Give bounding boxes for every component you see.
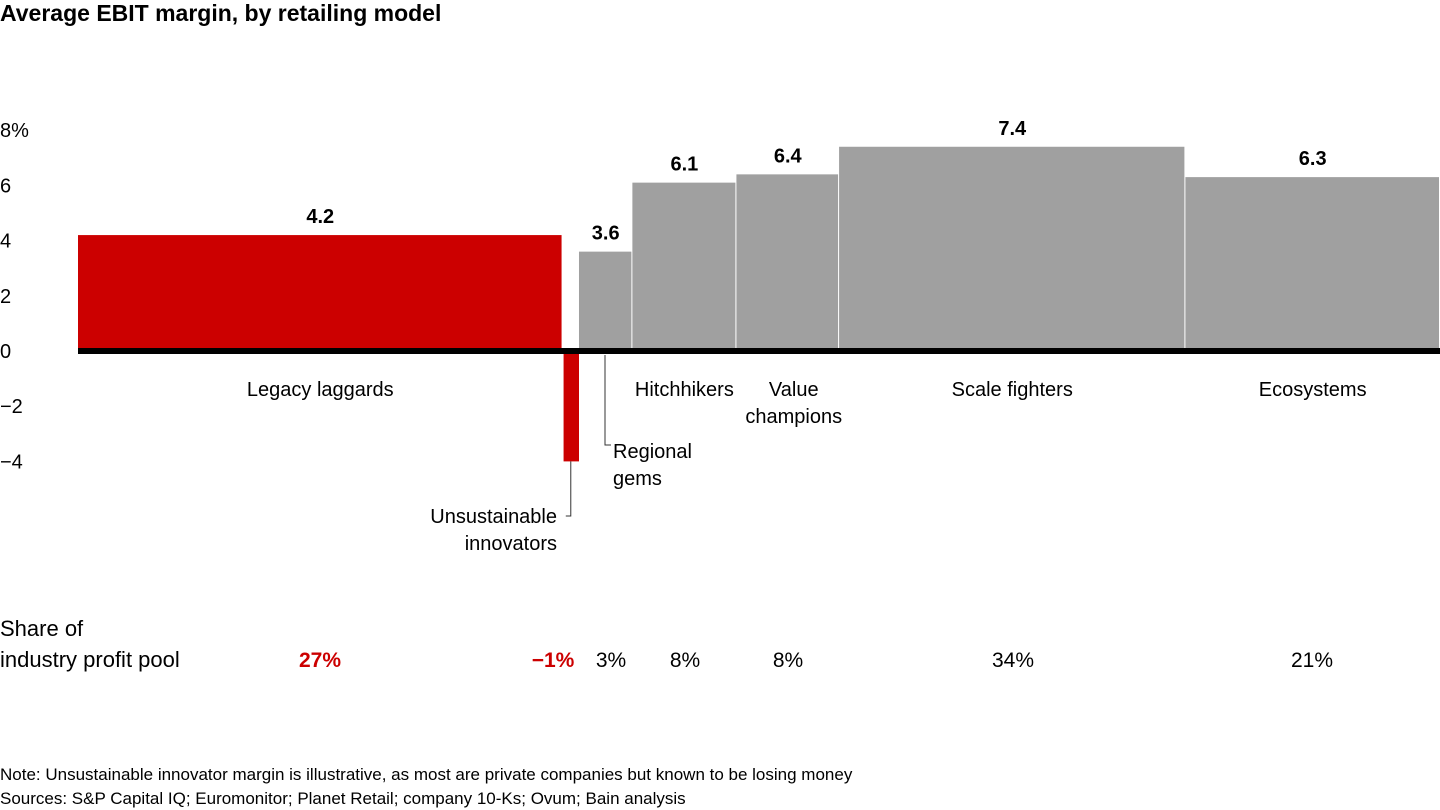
bar-2 xyxy=(578,251,632,351)
sources: Sources: S&P Capital IQ; Euromonitor; Pl… xyxy=(0,789,686,808)
value-label: 4.2 xyxy=(306,206,334,228)
y-tick-label: −4 xyxy=(0,451,23,473)
profit-pool-label: industry profit pool xyxy=(0,647,180,672)
value-label: 3.6 xyxy=(592,223,620,245)
bar-6 xyxy=(1185,177,1439,351)
chart: 8% 6 4 2 0 −2 −4 4.2 3.6 6.1 6.4 7.4 6.3 Legacy lagga… xyxy=(0,118,1440,672)
category-label: Ecosystems xyxy=(1259,379,1367,401)
chart-title: Average EBIT margin, by retailing model xyxy=(0,0,442,26)
category-label: gems xyxy=(613,468,662,490)
y-tick-label: 6 xyxy=(0,175,11,197)
profit-pool-share: 8% xyxy=(670,649,700,672)
value-label: 6.3 xyxy=(1299,148,1327,170)
bar-1 xyxy=(563,351,579,462)
y-tick-label: 0 xyxy=(0,341,11,363)
y-tick-label: 8% xyxy=(0,120,29,142)
profit-pool-share: 8% xyxy=(773,649,803,672)
profit-pool-share: −1% xyxy=(532,649,575,672)
value-label: 6.4 xyxy=(774,145,803,167)
category-label: Scale fighters xyxy=(952,379,1073,401)
profit-pool-label: Share of xyxy=(0,616,84,641)
bar-3 xyxy=(632,182,736,351)
category-label: Hitchhikers xyxy=(635,379,734,401)
category-label: Legacy laggards xyxy=(247,379,394,401)
zero-axis-line xyxy=(78,348,1440,354)
category-label: Unsustainable xyxy=(430,506,557,528)
value-label: 6.1 xyxy=(670,154,698,176)
footnote: Note: Unsustainable innovator margin is … xyxy=(0,765,853,784)
leader-line xyxy=(604,355,611,446)
category-label: Regional xyxy=(613,441,692,463)
profit-pool-share: 27% xyxy=(299,649,341,672)
category-label: champions xyxy=(745,406,842,428)
profit-pool-share: 34% xyxy=(992,649,1034,672)
y-tick-label: 2 xyxy=(0,286,11,308)
bar-4 xyxy=(736,174,839,351)
profit-pool-share: 3% xyxy=(596,649,626,672)
category-label: innovators xyxy=(465,533,557,555)
bar-0 xyxy=(78,235,562,351)
value-label: 7.4 xyxy=(998,118,1027,140)
leader-line xyxy=(565,461,572,517)
y-tick-label: 4 xyxy=(0,231,11,253)
y-tick-label: −2 xyxy=(0,396,23,418)
bar-5 xyxy=(839,146,1185,351)
profit-pool-share: 21% xyxy=(1291,649,1333,672)
category-label: Value xyxy=(769,379,819,401)
